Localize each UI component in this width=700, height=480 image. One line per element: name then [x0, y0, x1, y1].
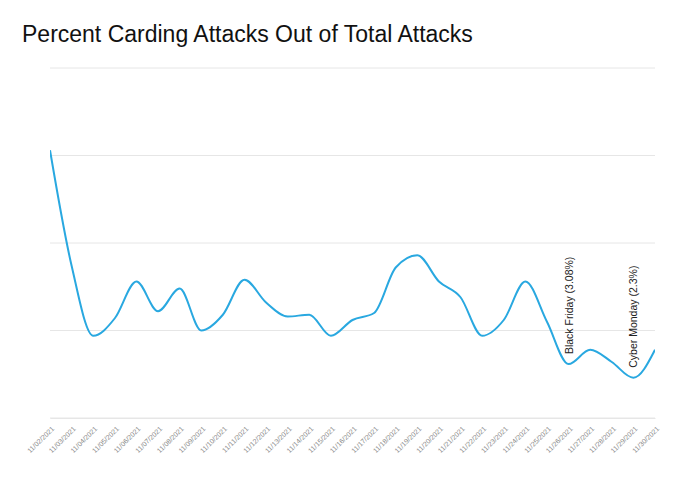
- grid-line: [50, 243, 655, 244]
- title: Percent Carding Attacks Out of Total Att…: [22, 21, 473, 47]
- grid-line: [50, 155, 655, 156]
- chart: Percent Carding Attacks Out of Total Att…: [0, 0, 700, 480]
- x-axis: 11/02/202111/03/202111/04/202111/05/2021…: [26, 418, 660, 454]
- annotation: Cyber Monday (2.3%): [627, 266, 639, 368]
- grid-line: [50, 418, 655, 419]
- annotation: Black Friday (3.08%): [563, 257, 575, 354]
- grid-line: [50, 68, 655, 69]
- plot: 11/02/202111/03/202111/04/202111/05/2021…: [26, 68, 660, 454]
- x-tick: 11/30/2021: [631, 418, 660, 454]
- line: [50, 150, 655, 378]
- x-axis-line: [51, 418, 656, 419]
- annotations: Black Friday (3.08%) Cyber Monday (2.3%): [563, 257, 640, 368]
- grid: [50, 68, 655, 418]
- marks: [50, 150, 655, 378]
- x-tick-label: 11/30/2021: [631, 425, 660, 454]
